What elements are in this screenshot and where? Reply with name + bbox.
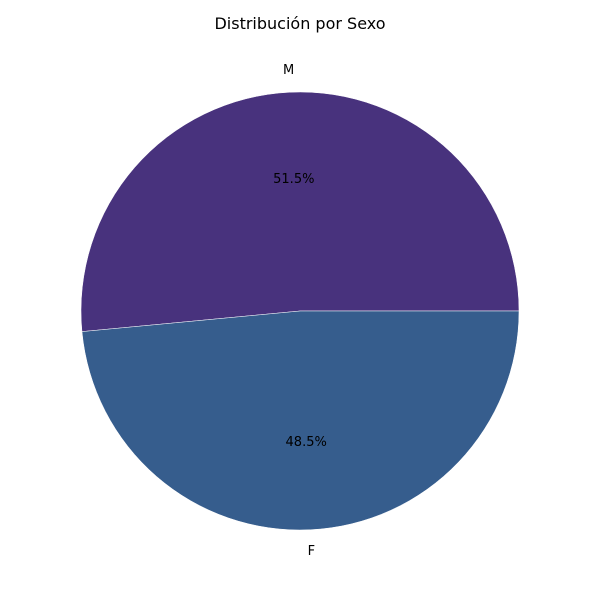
pie-labels: M 51.5% F 48.5% xyxy=(273,63,327,559)
slice-label-m: M xyxy=(283,63,294,78)
pie-slices xyxy=(80,91,520,531)
pie-slice-m xyxy=(80,91,520,332)
slice-percent-f: 48.5% xyxy=(286,435,327,450)
chart-title: Distribución por Sexo xyxy=(214,14,386,33)
slice-percent-m: 51.5% xyxy=(273,172,314,187)
pie-slice-f xyxy=(81,310,520,531)
slice-label-f: F xyxy=(308,544,315,559)
